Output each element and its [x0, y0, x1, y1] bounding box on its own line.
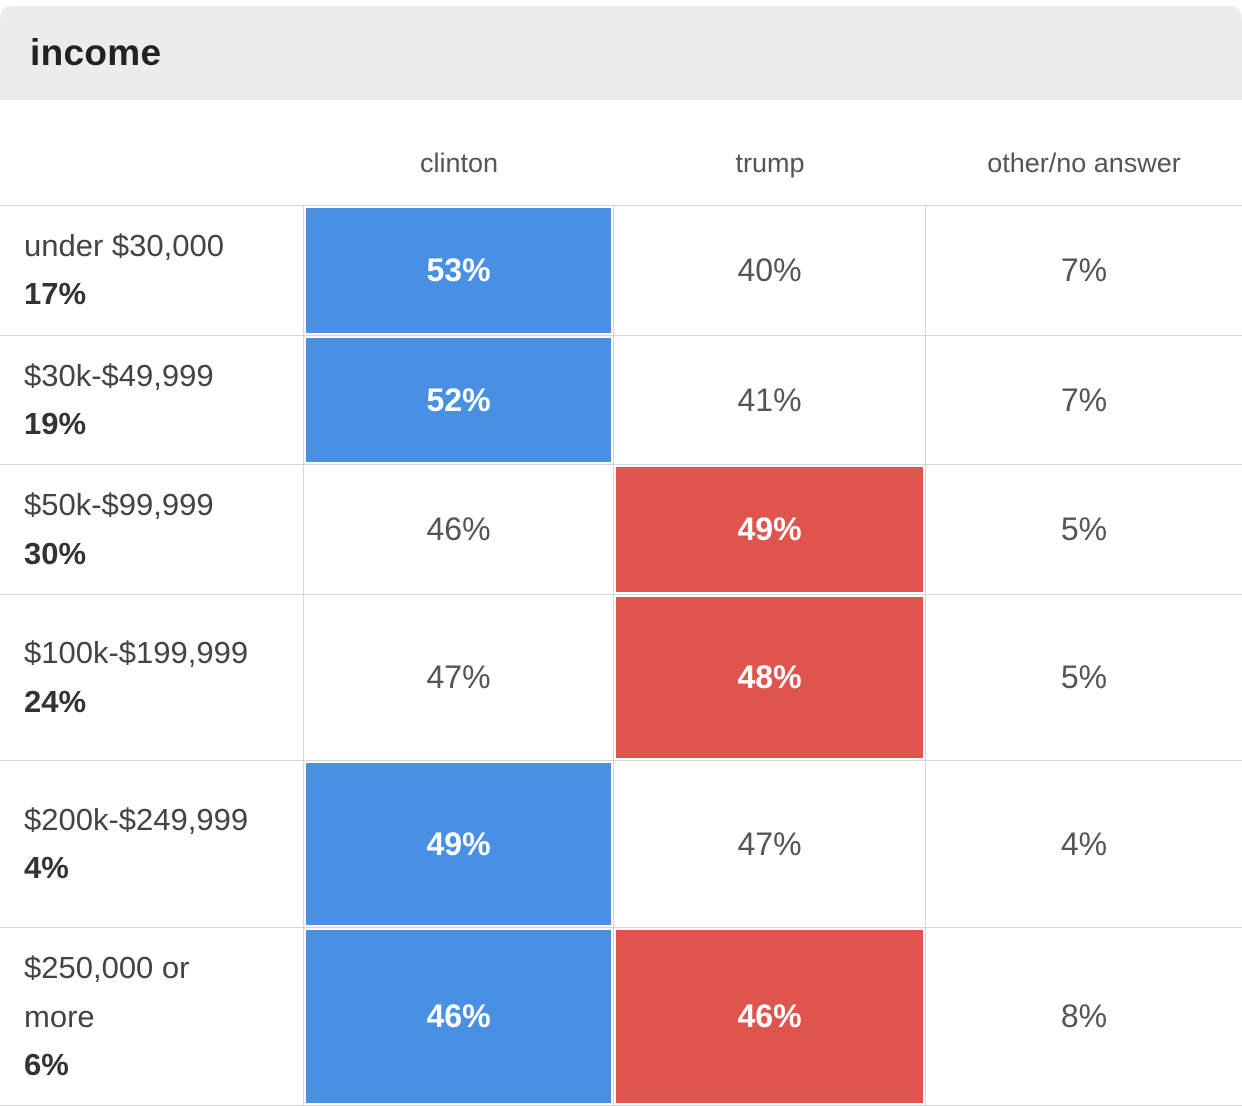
- clinton-cell: 53%: [304, 206, 614, 335]
- trump-value: 40%: [737, 251, 802, 288]
- income-group-label: $250,000 or more: [24, 950, 190, 1034]
- trump-value: 49%: [616, 467, 923, 593]
- income-table: under $30,000 17% 53% 40% 7% $30k-$49,99…: [0, 205, 1242, 1106]
- income-group-label: $30k-$49,999: [24, 357, 214, 393]
- group-share: 30%: [24, 535, 87, 571]
- other-value: 7%: [1060, 381, 1108, 418]
- table-row: $50k-$99,999 30% 46% 49% 5%: [0, 465, 1242, 596]
- other-cell: 5%: [926, 465, 1242, 594]
- clinton-cell: 49%: [304, 761, 614, 928]
- other-cell: 4%: [926, 761, 1242, 927]
- income-group-label: under $30,000: [24, 228, 224, 263]
- table-row: $100k-$199,999 24% 47% 48% 5%: [0, 595, 1242, 762]
- other-cell: 5%: [926, 595, 1242, 760]
- row-label-cell: $50k-$99,999 30%: [0, 465, 304, 595]
- group-share: 4%: [24, 850, 69, 886]
- table-row: under $30,000 17% 53% 40% 7%: [0, 206, 1242, 336]
- trump-cell: 40%: [614, 206, 926, 335]
- other-value: 7%: [1060, 251, 1108, 288]
- clinton-cell: 47%: [304, 595, 614, 761]
- page-title: income: [30, 32, 162, 73]
- other-cell: 8%: [926, 928, 1242, 1105]
- clinton-cell: 46%: [304, 928, 614, 1106]
- row-label-cell: $200k-$249,999 4%: [0, 761, 304, 928]
- column-header-trump: trump: [735, 148, 805, 178]
- row-label-cell: under $30,000 17%: [0, 206, 304, 335]
- other-value: 8%: [1060, 998, 1108, 1035]
- clinton-value: 47%: [426, 659, 491, 696]
- trump-cell: 47%: [614, 761, 926, 928]
- trump-cell: 49%: [614, 465, 926, 595]
- clinton-value: 52%: [306, 337, 611, 463]
- trump-value: 47%: [737, 825, 802, 862]
- table-row: $30k-$49,999 19% 52% 41% 7%: [0, 335, 1242, 466]
- group-share: 17%: [24, 276, 87, 312]
- income-group-label: $200k-$249,999: [24, 801, 249, 837]
- other-value: 5%: [1060, 659, 1108, 696]
- trump-value: 48%: [616, 597, 923, 759]
- other-cell: 7%: [926, 336, 1242, 465]
- row-label-cell: $250,000 or more 6%: [0, 928, 304, 1106]
- clinton-value: 49%: [306, 763, 611, 926]
- clinton-value: 46%: [426, 511, 491, 548]
- row-label-cell: $30k-$49,999 19%: [0, 335, 304, 465]
- trump-cell: 46%: [614, 928, 926, 1106]
- column-header-clinton: clinton: [419, 148, 499, 178]
- exit-poll-card: income clinton trump other/no answer und…: [0, 6, 1242, 1106]
- clinton-cell: 52%: [304, 335, 614, 465]
- row-label-cell: $100k-$199,999 24%: [0, 595, 304, 761]
- clinton-cell: 46%: [304, 465, 614, 595]
- group-share: 19%: [24, 406, 87, 442]
- trump-cell: 48%: [614, 595, 926, 761]
- income-group-label: $50k-$99,999: [24, 487, 214, 523]
- table-row: $250,000 or more 6% 46% 46% 8%: [0, 928, 1242, 1106]
- group-share: 24%: [24, 683, 87, 719]
- clinton-value: 46%: [306, 930, 611, 1104]
- clinton-value: 53%: [306, 208, 611, 333]
- column-header-other: other/no answer: [987, 148, 1181, 178]
- trump-value: 46%: [616, 930, 923, 1104]
- other-value: 4%: [1060, 825, 1108, 862]
- title-bar: income: [0, 6, 1242, 100]
- table-row: $200k-$249,999 4% 49% 47% 4%: [0, 761, 1242, 929]
- column-header-spacer: [0, 148, 304, 179]
- trump-cell: 41%: [614, 335, 926, 465]
- other-value: 5%: [1060, 511, 1108, 548]
- group-share: 6%: [24, 1046, 69, 1082]
- other-cell: 7%: [926, 206, 1242, 335]
- column-header-row: clinton trump other/no answer: [0, 100, 1242, 205]
- income-group-label: $100k-$199,999: [24, 635, 249, 671]
- trump-value: 41%: [737, 381, 802, 418]
